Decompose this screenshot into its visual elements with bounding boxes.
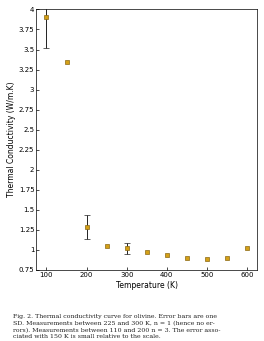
Text: Fig. 2. Thermal conductivity curve for olivine. Error bars are one
SD. Measureme: Fig. 2. Thermal conductivity curve for o… xyxy=(13,314,221,339)
Y-axis label: Thermal Conductivity (W/m.K): Thermal Conductivity (W/m.K) xyxy=(7,82,16,197)
X-axis label: Temperature (K): Temperature (K) xyxy=(116,281,178,290)
